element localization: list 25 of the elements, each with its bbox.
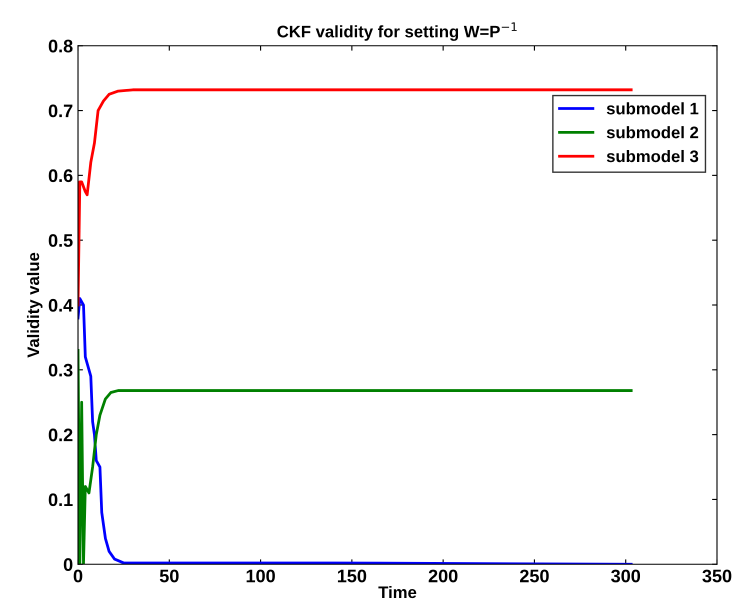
y-tick-label: 0.5 <box>48 234 73 247</box>
legend-label: submodel 2 <box>606 126 698 138</box>
y-tick-label: 0.3 <box>48 364 73 377</box>
legend-label: submodel 1 <box>606 102 698 114</box>
y-tick-label: 0 <box>64 558 72 571</box>
y-tick-label: 0.8 <box>48 40 73 52</box>
y-tick-label: 0.1 <box>48 493 73 506</box>
x-tick-label: 150 <box>338 570 366 582</box>
x-tick-label: 250 <box>520 570 549 582</box>
y-axis-title: Validity value <box>26 252 42 358</box>
x-tick-label: 200 <box>428 570 458 582</box>
chart-title: CKF validity for setting W=P$^{−1}$ <box>277 22 517 41</box>
x-tick-label: 100 <box>246 570 275 582</box>
y-tick-label: 0.6 <box>48 169 73 182</box>
line-series <box>78 297 633 564</box>
y-tick-label: 0.4 <box>48 298 74 312</box>
x-tick-label: 300 <box>611 570 640 582</box>
y-tick-label: 0.7 <box>48 104 72 118</box>
line-series <box>78 348 633 564</box>
x-tick-label: 350 <box>702 570 732 582</box>
legend-label: submodel 3 <box>606 150 698 162</box>
x-tick-label: 0 <box>74 570 82 582</box>
x-axis-title: Time <box>378 586 416 598</box>
x-tick-label: 50 <box>160 570 179 582</box>
y-tick-label: 0.2 <box>48 428 72 442</box>
